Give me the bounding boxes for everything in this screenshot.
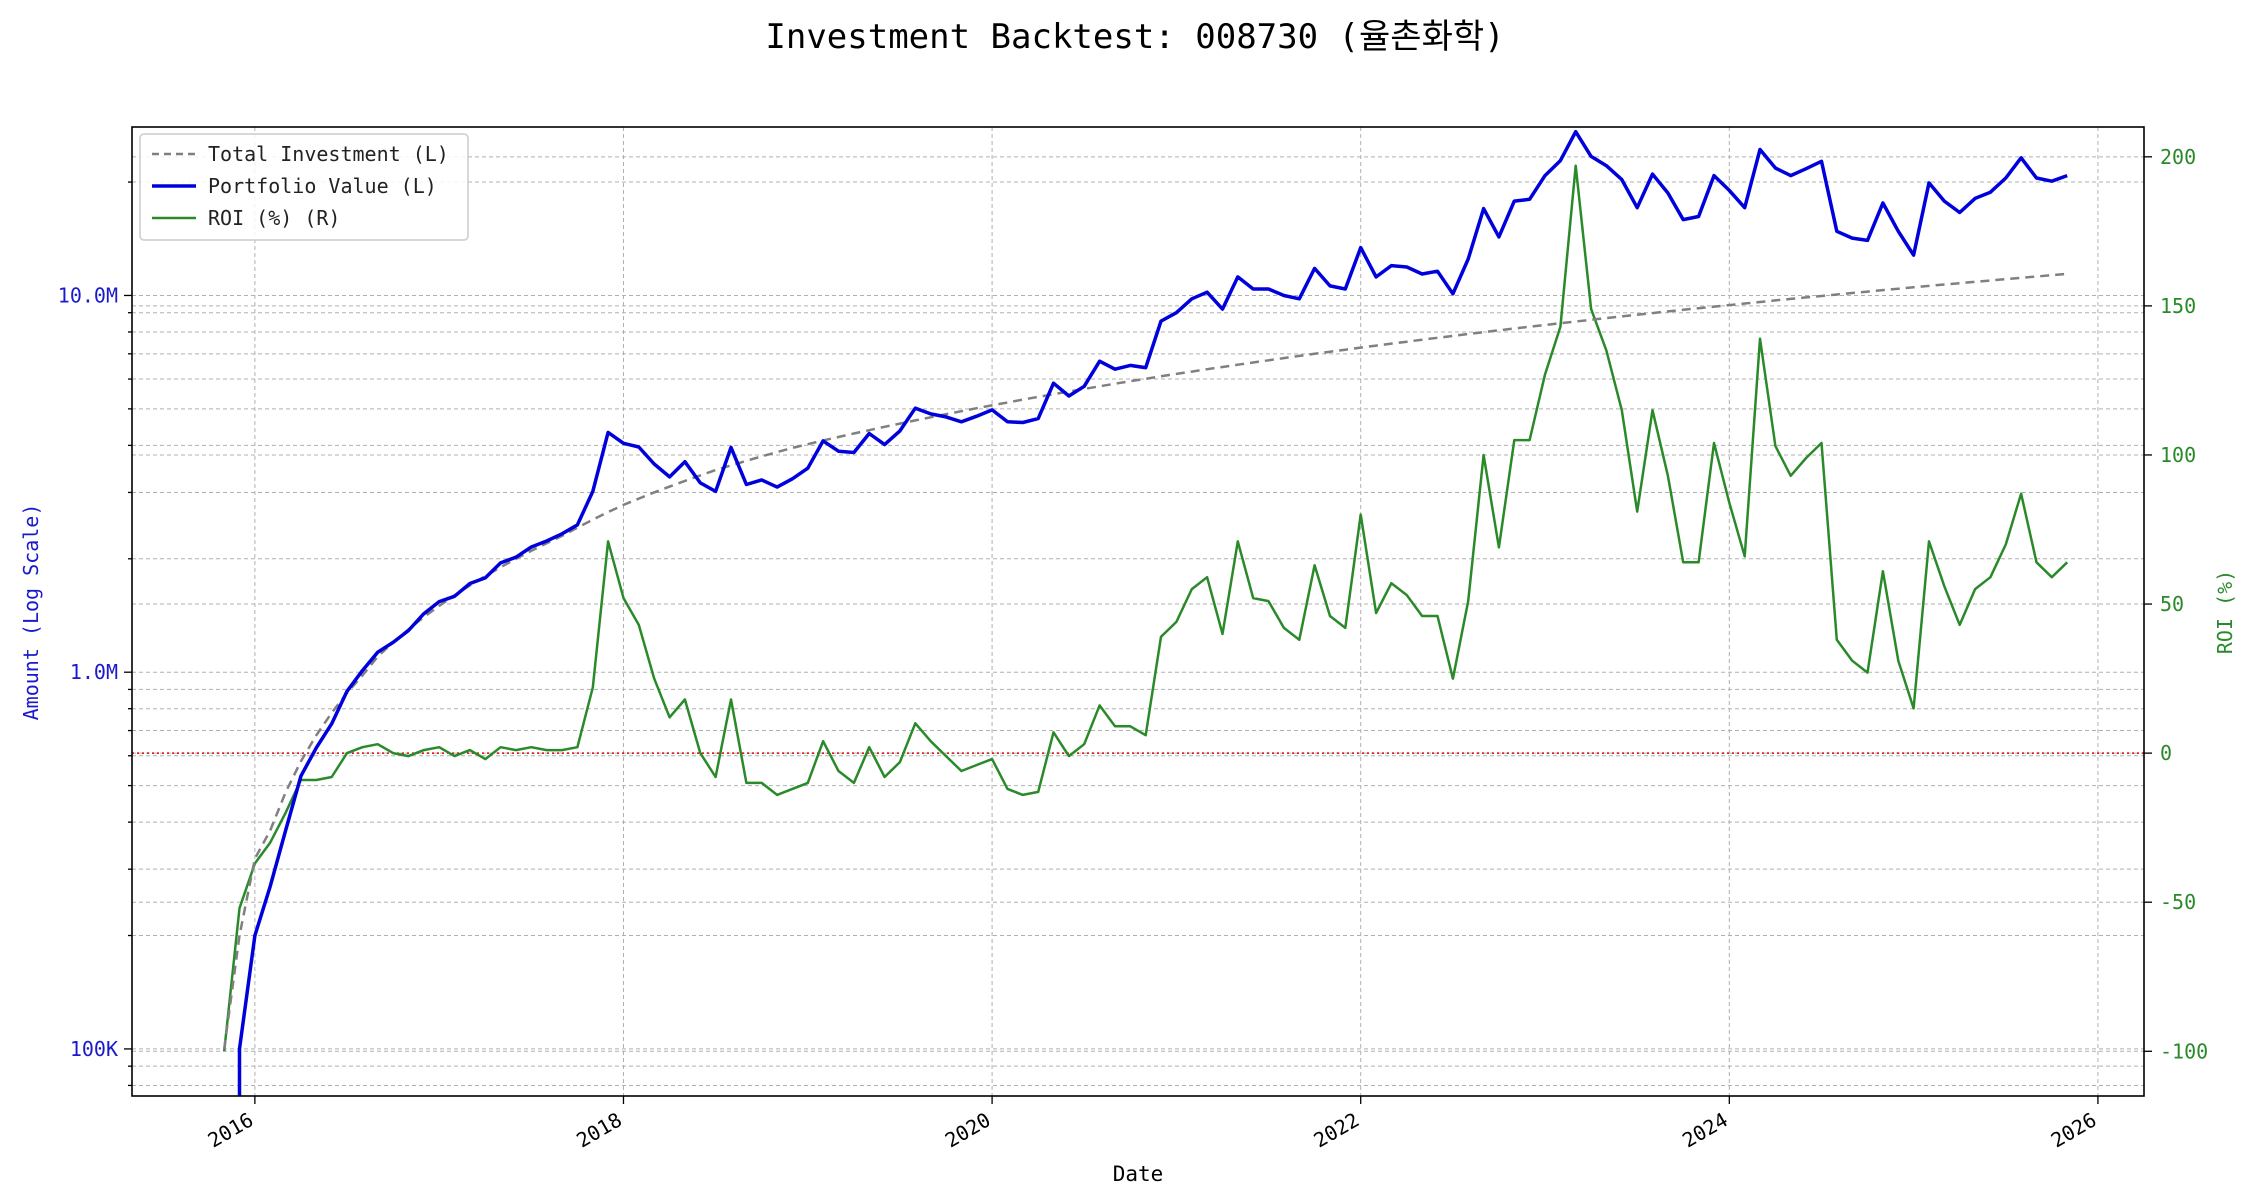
y-right-tick-label: 200 (2160, 145, 2196, 169)
grid-lines (132, 127, 2144, 1096)
x-tick-label: 2022 (1309, 1108, 1363, 1153)
legend-label-roi: ROI (%) (R) (208, 206, 340, 230)
x-tick-label: 2024 (1678, 1108, 1732, 1153)
x-tick-label: 2020 (941, 1108, 995, 1153)
y-left-tick-label: 100K (70, 1037, 118, 1061)
series-total-investment (222, 272, 2068, 1050)
y-right-tick-label: -50 (2160, 890, 2196, 914)
y-left-tick-label: 10.0M (58, 283, 118, 307)
y-left-tick-label: 1.0M (70, 660, 118, 684)
y-right-tick-label: 50 (2160, 592, 2184, 616)
y-right-axis-label: ROI (%) (2213, 570, 2237, 654)
y-right-tick-label: -100 (2160, 1039, 2208, 1063)
series-portfolio-value (237, 129, 2068, 1096)
series-roi (222, 164, 2069, 1052)
legend-label-total-investment: Total Investment (L) (208, 142, 449, 166)
y-right-tick-label: 100 (2160, 443, 2196, 467)
plot-frame (131, 126, 2145, 1097)
plot-area (132, 129, 2144, 1096)
x-tick-label: 2016 (204, 1108, 258, 1153)
y-right-tick-label: 150 (2160, 294, 2196, 318)
y-right-tick-label: 0 (2160, 741, 2172, 765)
chart-title: Investment Backtest: 008730 (율촌화학) (765, 17, 1504, 57)
legend-box (139, 133, 469, 241)
legend-label-portfolio-value: Portfolio Value (L) (208, 174, 437, 198)
x-axis-label: Date (1113, 1162, 1164, 1186)
y-left-axis-label: Amount (Log Scale) (19, 504, 43, 721)
x-tick-label: 2026 (2047, 1108, 2101, 1153)
legend: Total Investment (L) Portfolio Value (L)… (139, 133, 469, 241)
x-tick-label: 2018 (572, 1108, 626, 1153)
